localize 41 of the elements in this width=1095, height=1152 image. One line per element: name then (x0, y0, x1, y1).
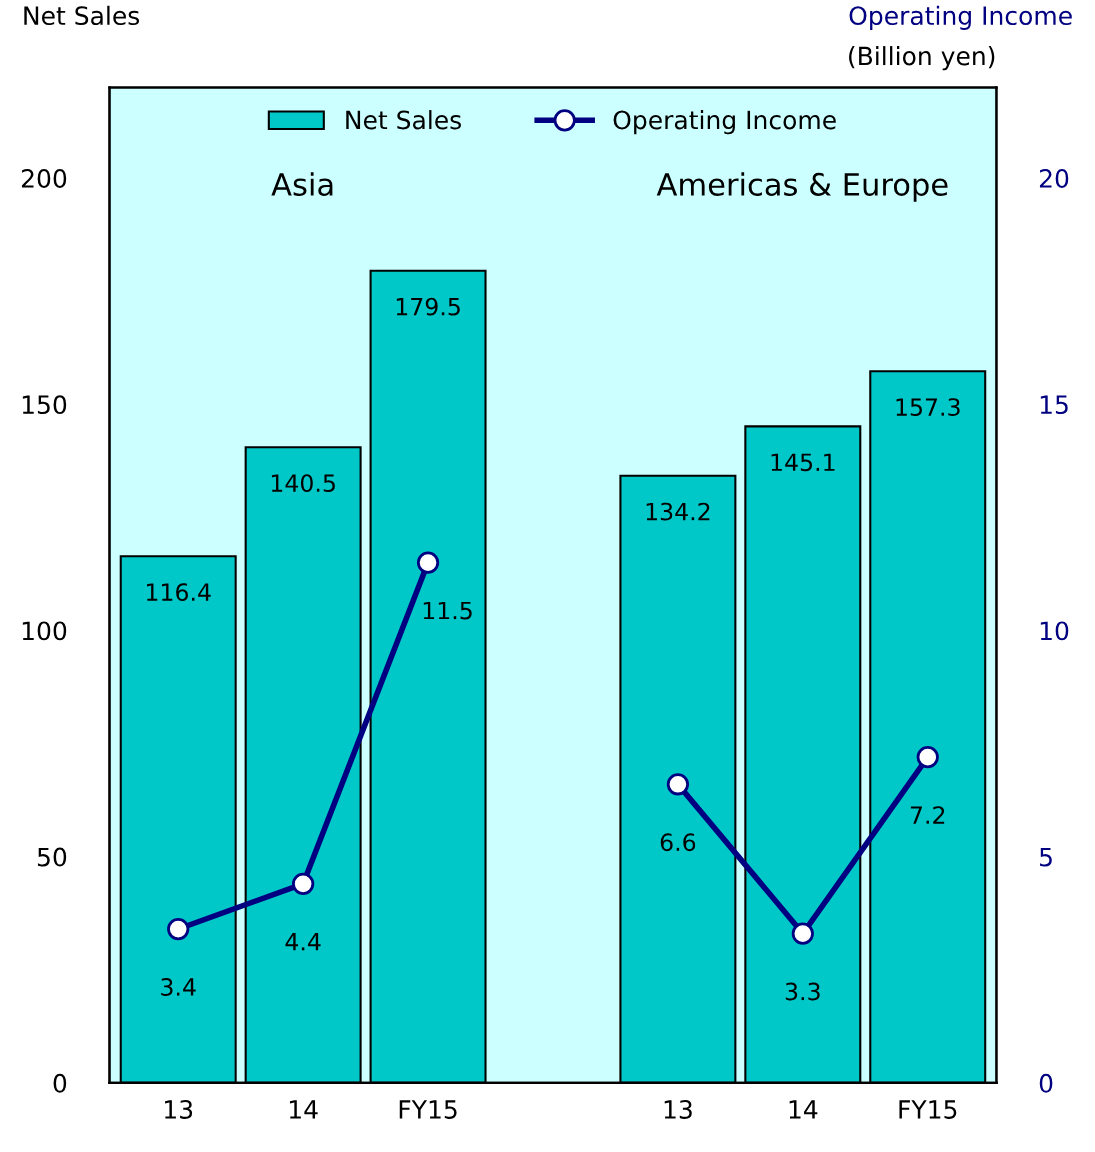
x-tick-label: 14 (789, 1100, 818, 1119)
data-label: 134.2 (646, 502, 710, 521)
data-label: 140.5 (271, 474, 335, 493)
annotation: Americas & Europe (656, 172, 948, 202)
y-axis-title: Net Sales (24, 5, 140, 26)
point (666, 773, 690, 796)
point (416, 551, 440, 574)
point (292, 872, 315, 895)
legend-label: Operating Income (613, 110, 836, 135)
x-tick-label: FY15 (899, 1100, 957, 1119)
y-tick-label: 100 (22, 621, 67, 641)
point (791, 922, 814, 945)
data-label: 157.3 (896, 398, 960, 416)
y2-tick-label: 0 (1039, 1073, 1053, 1093)
point (916, 746, 939, 769)
data-label: 116.4 (147, 583, 211, 602)
point (167, 917, 190, 941)
y2-tick-label: 5 (1040, 847, 1052, 867)
y-tick-label: 0 (53, 1073, 67, 1093)
x-tick-label: 14 (289, 1100, 318, 1119)
data-label: 3.4 (161, 978, 196, 996)
y-tick-label: 200 (21, 168, 67, 188)
x-tick-label: 13 (664, 1099, 692, 1119)
y-tick-label: 50 (37, 847, 67, 867)
data-label: 145.1 (771, 453, 835, 472)
data-label: 7.2 (910, 806, 945, 824)
data-label: 179.5 (396, 297, 460, 316)
annotation: Asia (271, 172, 333, 196)
data-label: 11.5 (423, 601, 472, 620)
data-label: 4.4 (285, 933, 321, 951)
data-label: 3.3 (785, 982, 820, 1001)
y2-tick-label: 20 (1039, 168, 1069, 188)
legend-label: Net Sales (346, 110, 461, 130)
y-tick-label: 150 (22, 395, 67, 415)
y2-tick-label: 15 (1040, 395, 1068, 415)
data-label: 6.6 (660, 833, 696, 852)
text: (Billion yen) (849, 46, 995, 71)
x-tick-label: 13 (165, 1099, 193, 1119)
x-tick-label: FY15 (399, 1100, 457, 1119)
y2-tick-label: 10 (1040, 621, 1069, 641)
y2-axis-title: Operating Income (849, 5, 1072, 30)
